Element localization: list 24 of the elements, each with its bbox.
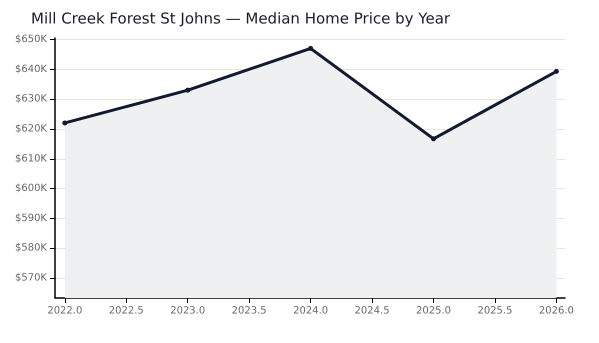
x-tick-label: 2022.0 (47, 306, 82, 316)
y-tick-label: $610K (14, 153, 48, 164)
x-tick-label: 2025.0 (416, 306, 452, 316)
point (185, 88, 190, 93)
y-tick-label: $640K (14, 64, 48, 75)
x-tick-label: 2022.5 (108, 306, 144, 316)
point (308, 46, 314, 51)
x-tick-label: 2023.0 (170, 306, 206, 316)
y-tick-label: $580K (14, 242, 48, 254)
x-tick-label: 2025.5 (477, 306, 512, 316)
point (62, 120, 68, 126)
y-tick-label: $630K (14, 94, 48, 105)
y-tick-label: $620K (14, 123, 48, 134)
chart-title: Mill Creek Forest St Johns — Median Home Price by Year (31, 10, 451, 28)
x-tick-label: 2023.5 (232, 306, 267, 316)
x-tick-label: 2024.0 (293, 306, 328, 316)
y-tick-label: $590K (14, 212, 48, 224)
x-tick-label: 2026.0 (538, 306, 574, 316)
y-tick-label: $570K (14, 272, 48, 284)
y-tick-label: $600K (14, 183, 48, 194)
x-tick-label: 2024.5 (354, 306, 390, 316)
point (554, 68, 559, 74)
point (431, 136, 436, 142)
y-tick-label: $650K (14, 34, 48, 45)
